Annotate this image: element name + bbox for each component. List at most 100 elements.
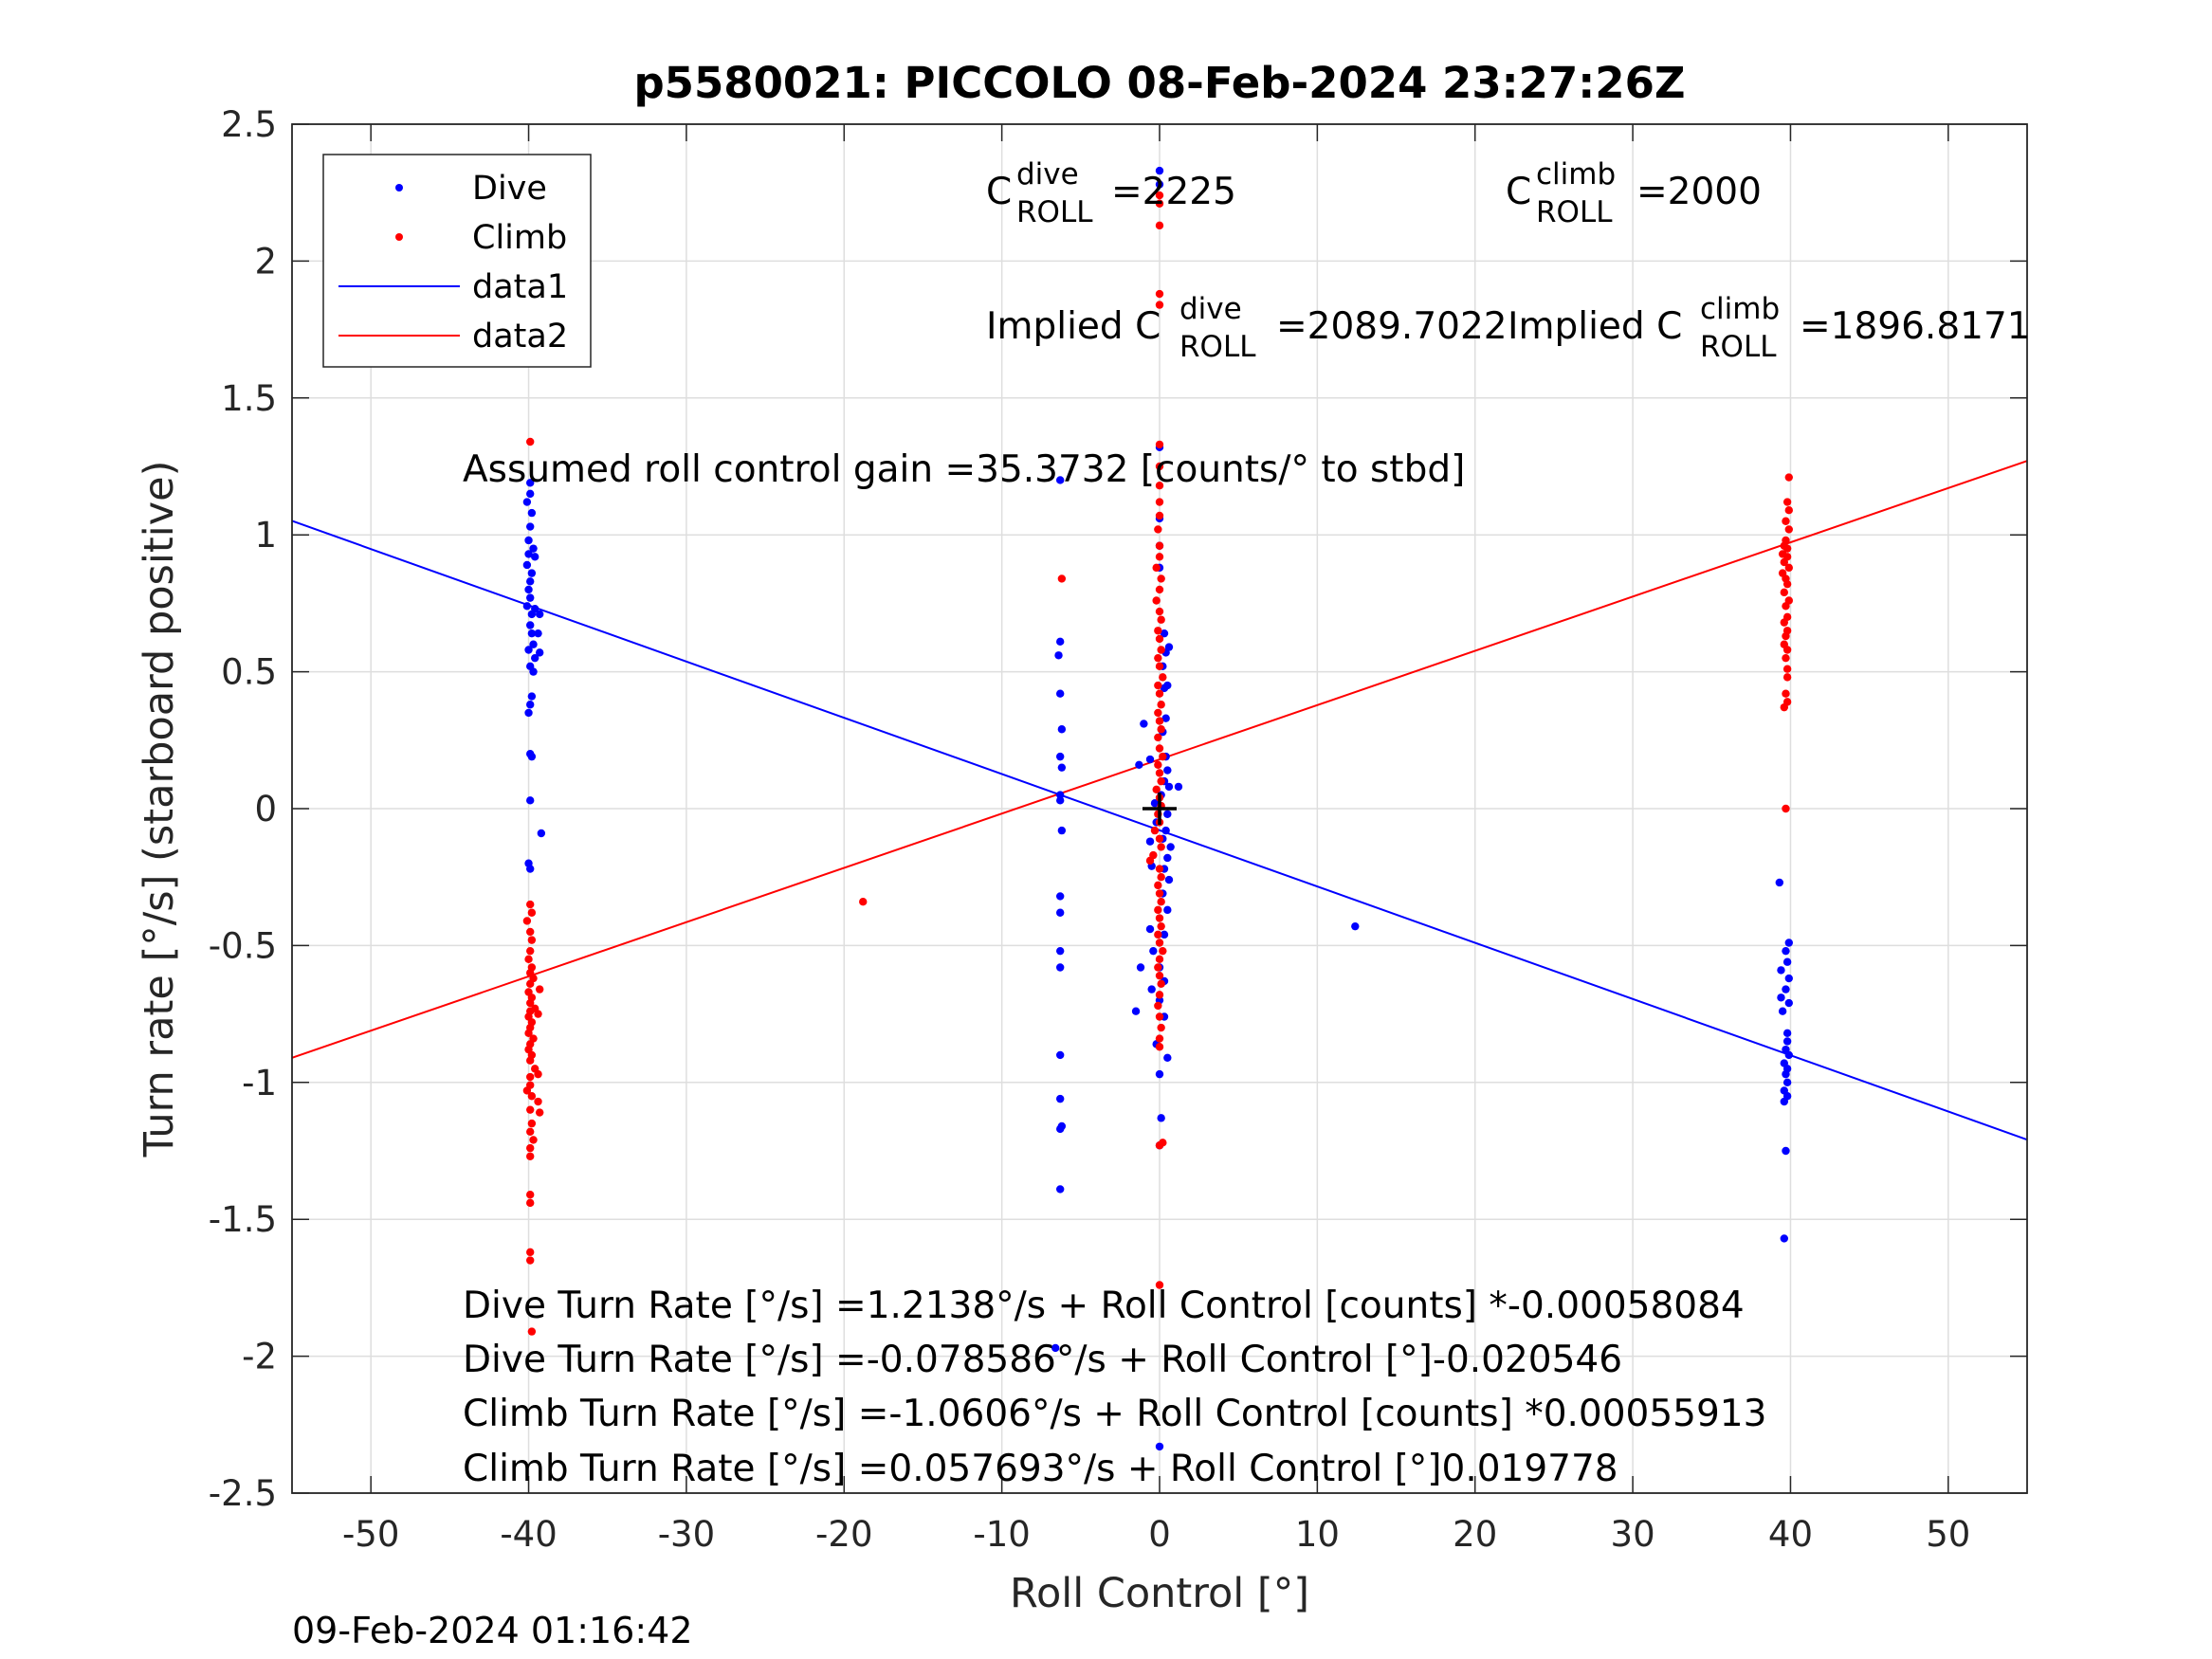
footer-timestamp: 09-Feb-2024 01:16:42 (292, 1610, 693, 1651)
climb-point (1157, 1023, 1165, 1032)
climb-point (1782, 653, 1790, 663)
climb-point (1155, 689, 1164, 698)
dive-point (522, 560, 532, 570)
climb-point (1057, 574, 1067, 583)
climb-point (1155, 289, 1164, 299)
dive-point (1164, 782, 1174, 792)
climb-point (534, 1097, 542, 1106)
dive-point (534, 629, 542, 638)
climb-point (1155, 744, 1164, 753)
legend-box (322, 154, 592, 368)
climb-fit-degrees-equation: Climb Turn Rate [°/s] =0.057693°/s + Rol… (463, 1448, 1618, 1490)
dive-point (1782, 1078, 1792, 1087)
climb-point (527, 1092, 537, 1101)
climb-point (1155, 865, 1164, 873)
legend-data1-label: data1 (472, 268, 568, 306)
climb-point (1155, 585, 1164, 594)
x-axis-label: Roll Control [°] (1010, 1570, 1309, 1617)
climb-point (1155, 1281, 1164, 1289)
climb-point (1154, 653, 1162, 663)
dive-point (1163, 853, 1172, 863)
climb-point (1782, 602, 1790, 611)
dive-point (526, 479, 535, 487)
climb-point (1155, 769, 1164, 777)
climb-point (1157, 646, 1165, 654)
dive-point (526, 577, 535, 586)
y-tick-label: 1 (254, 515, 277, 556)
climb-point (1782, 665, 1792, 673)
roll-gain-annotation: Assumed roll control gain =35.3732 [coun… (463, 448, 1465, 491)
x-tick-label: 0 (1148, 1514, 1171, 1555)
dive-point (524, 536, 533, 545)
dive-point (1136, 963, 1145, 972)
climb-point (535, 985, 544, 994)
x-tick-label: -30 (658, 1514, 715, 1555)
implied-climb-value: =1896.8171 (1800, 305, 2031, 348)
y-tick-label: 2.5 (221, 104, 277, 145)
dive-point (1163, 905, 1172, 915)
dive-point (529, 667, 538, 676)
dive-point (1057, 763, 1067, 772)
climb-point (1782, 579, 1792, 589)
legend-climb-marker (395, 233, 403, 241)
dive-point (524, 708, 533, 718)
dive-point (1161, 714, 1170, 722)
climb-point (1157, 921, 1165, 931)
dive-point (1145, 755, 1155, 764)
dive-point (1055, 476, 1065, 484)
dive-point (1057, 725, 1067, 734)
climb-point (526, 1105, 535, 1114)
origin-crosshair (1143, 793, 1177, 825)
dive-point (1166, 843, 1175, 851)
climb-point (1784, 506, 1793, 515)
climb-point (535, 1108, 544, 1117)
climb-point (534, 1069, 542, 1079)
climb-point (526, 1072, 535, 1082)
climb-point (1155, 634, 1164, 644)
climb-point (1154, 760, 1162, 769)
dive-point (1775, 878, 1784, 887)
climb-point (527, 936, 537, 944)
dive-point (529, 544, 538, 553)
dive-point (1782, 1037, 1792, 1046)
climb-point (1157, 979, 1165, 989)
legend-dive-marker (395, 184, 403, 191)
climb-point (1157, 615, 1165, 624)
y-tick-label: 0 (254, 789, 277, 830)
x-tick-label: -20 (815, 1514, 872, 1555)
legend-dive-label: Dive (472, 170, 547, 208)
dive-point (1160, 684, 1169, 693)
climb-point (526, 900, 535, 909)
dive-point (526, 593, 535, 602)
climb-point (1155, 1012, 1164, 1021)
climb-point (524, 1029, 533, 1038)
climb-point (1145, 856, 1155, 866)
climb-point (527, 1327, 537, 1336)
dive-point (1777, 966, 1785, 975)
dive-point (526, 796, 535, 805)
climb-point (1155, 939, 1164, 947)
dive-point (522, 602, 532, 611)
climb-point (526, 1127, 535, 1136)
climb-point (1784, 563, 1793, 573)
climb-point (527, 1119, 537, 1128)
climb-point (1154, 733, 1162, 742)
climb-point (1157, 725, 1165, 734)
dive-point (1150, 799, 1160, 808)
climb-point (526, 998, 535, 1008)
dive-point (526, 621, 535, 629)
implied-dive-value: =2089.7022 (1276, 305, 1508, 348)
dive-point (1131, 1007, 1141, 1015)
climb-point (1154, 627, 1162, 635)
x-tick-label: 10 (1295, 1514, 1340, 1555)
climb-point (526, 979, 535, 989)
dive-point (1147, 985, 1156, 994)
dive-point (524, 646, 533, 654)
dive-point (531, 653, 539, 663)
climb-point (1782, 498, 1792, 506)
dive-point (527, 508, 537, 518)
climb-point (1782, 673, 1792, 682)
climb-point (1782, 646, 1792, 654)
y-tick-label: -1.5 (209, 1199, 277, 1240)
dive-point (1163, 810, 1172, 818)
